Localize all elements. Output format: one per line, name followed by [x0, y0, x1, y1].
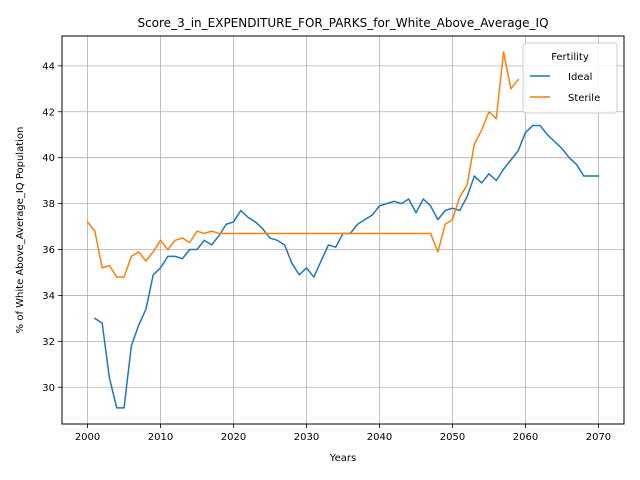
y-tick-label: 30: [42, 383, 55, 394]
legend: Fertility Ideal Sterile: [522, 42, 618, 114]
x-tick-label: 2070: [586, 432, 611, 443]
series-line-sterile: [86, 51, 520, 278]
x-axis-label: Years: [329, 453, 356, 464]
y-tick-label: 32: [42, 337, 55, 348]
legend-label-sterile: Sterile: [568, 93, 600, 104]
legend-title: Fertility: [551, 52, 589, 63]
y-axis-label: % of White Above_Average_IQ Population: [15, 127, 26, 334]
x-tick-label: 2010: [148, 432, 173, 443]
plot-series: [86, 51, 600, 409]
legend-box: [522, 42, 618, 114]
y-tick-label: 44: [42, 61, 55, 72]
y-tick-label: 36: [42, 245, 55, 256]
x-tick-label: 2020: [221, 432, 246, 443]
y-tick-label: 38: [42, 199, 55, 210]
x-tick-label: 2060: [513, 432, 538, 443]
chart-title: Score_3_in_EXPENDITURE_FOR_PARKS_for_Whi…: [137, 16, 548, 30]
y-tick-label: 34: [42, 291, 55, 302]
y-tick-label: 40: [42, 153, 55, 164]
x-tick-label: 2040: [367, 432, 392, 443]
y-tick-label: 42: [42, 107, 55, 118]
x-tick-label: 2050: [440, 432, 465, 443]
x-tick-label: 2030: [294, 432, 319, 443]
legend-label-ideal: Ideal: [568, 72, 592, 83]
plot-frame: [61, 35, 625, 425]
x-axis-ticks: 2000 2010 2020 2030 2040 2050 2060 2070: [75, 424, 611, 443]
y-axis-ticks: 30 32 34 36 38 40 42 44: [42, 61, 62, 394]
x-tick-label: 2000: [75, 432, 100, 443]
